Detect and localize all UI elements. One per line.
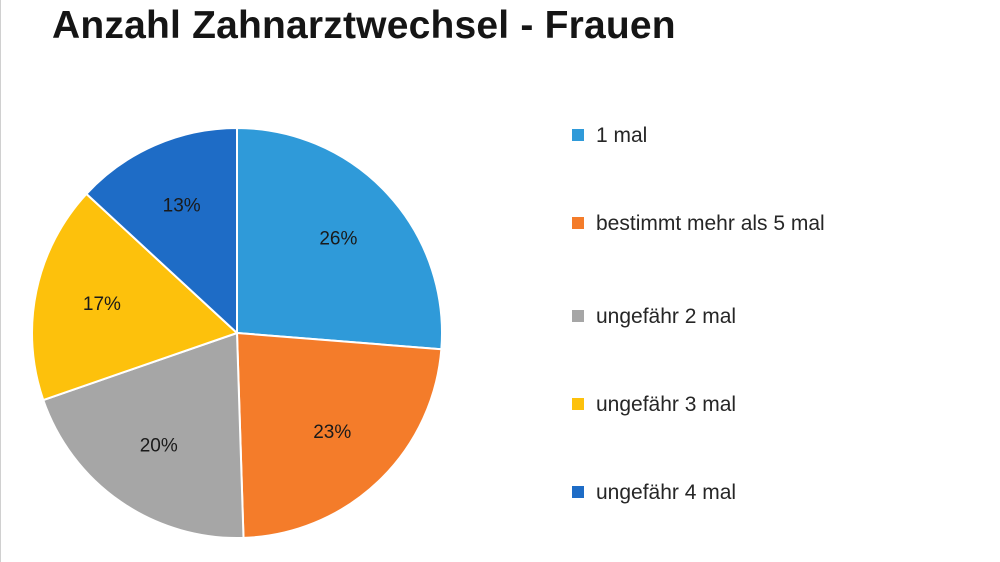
legend-swatch — [572, 398, 584, 410]
legend-item-1-mal: 1 mal — [572, 120, 858, 152]
pie-slice-bestimmt-mehr-als-5-mal — [235, 331, 443, 539]
pie-data-label: 23% — [313, 422, 351, 443]
legend-item-bestimmt-mehr-als-5-mal: bestimmt mehr als 5 mal — [572, 208, 858, 240]
pie-data-label: 20% — [140, 436, 178, 457]
legend-label: 1 mal — [596, 124, 648, 147]
legend-swatch — [572, 486, 584, 498]
legend-label: bestimmt mehr als 5 mal — [596, 212, 825, 235]
pie-slice-ungefaehr-2-mal — [42, 331, 245, 539]
legend-item-ungefaehr-3-mal: ungefähr 3 mal — [572, 389, 858, 421]
legend-label: ungefähr 4 mal — [596, 481, 737, 504]
legend-item-ungefaehr-2-mal: ungefähr 2 mal — [572, 301, 858, 333]
pie-data-label: 17% — [83, 294, 121, 315]
pie-slice-ungefaehr-4-mal — [84, 126, 238, 336]
legend-swatch — [572, 129, 584, 141]
pie-slice-1-mal — [236, 126, 443, 351]
pie-data-label: 26% — [319, 228, 357, 249]
pie-slice-ungefaehr-3-mal — [31, 192, 239, 402]
legend-label: ungefähr 3 mal — [596, 393, 737, 416]
pie-slices — [31, 126, 443, 539]
legend-item-ungefaehr-4-mal: ungefähr 4 mal — [572, 477, 858, 509]
left-border-line — [0, 0, 1, 562]
legend-swatch — [572, 217, 584, 229]
pie-data-label: 13% — [163, 196, 201, 217]
legend-swatch — [572, 310, 584, 322]
legend-label: ungefähr 2 mal — [596, 305, 737, 328]
pie-data-labels: 26% 23% 20% 17% 13% — [83, 196, 358, 457]
chart-title: Anzahl Zahnarztwechsel - Frauen — [52, 4, 676, 47]
